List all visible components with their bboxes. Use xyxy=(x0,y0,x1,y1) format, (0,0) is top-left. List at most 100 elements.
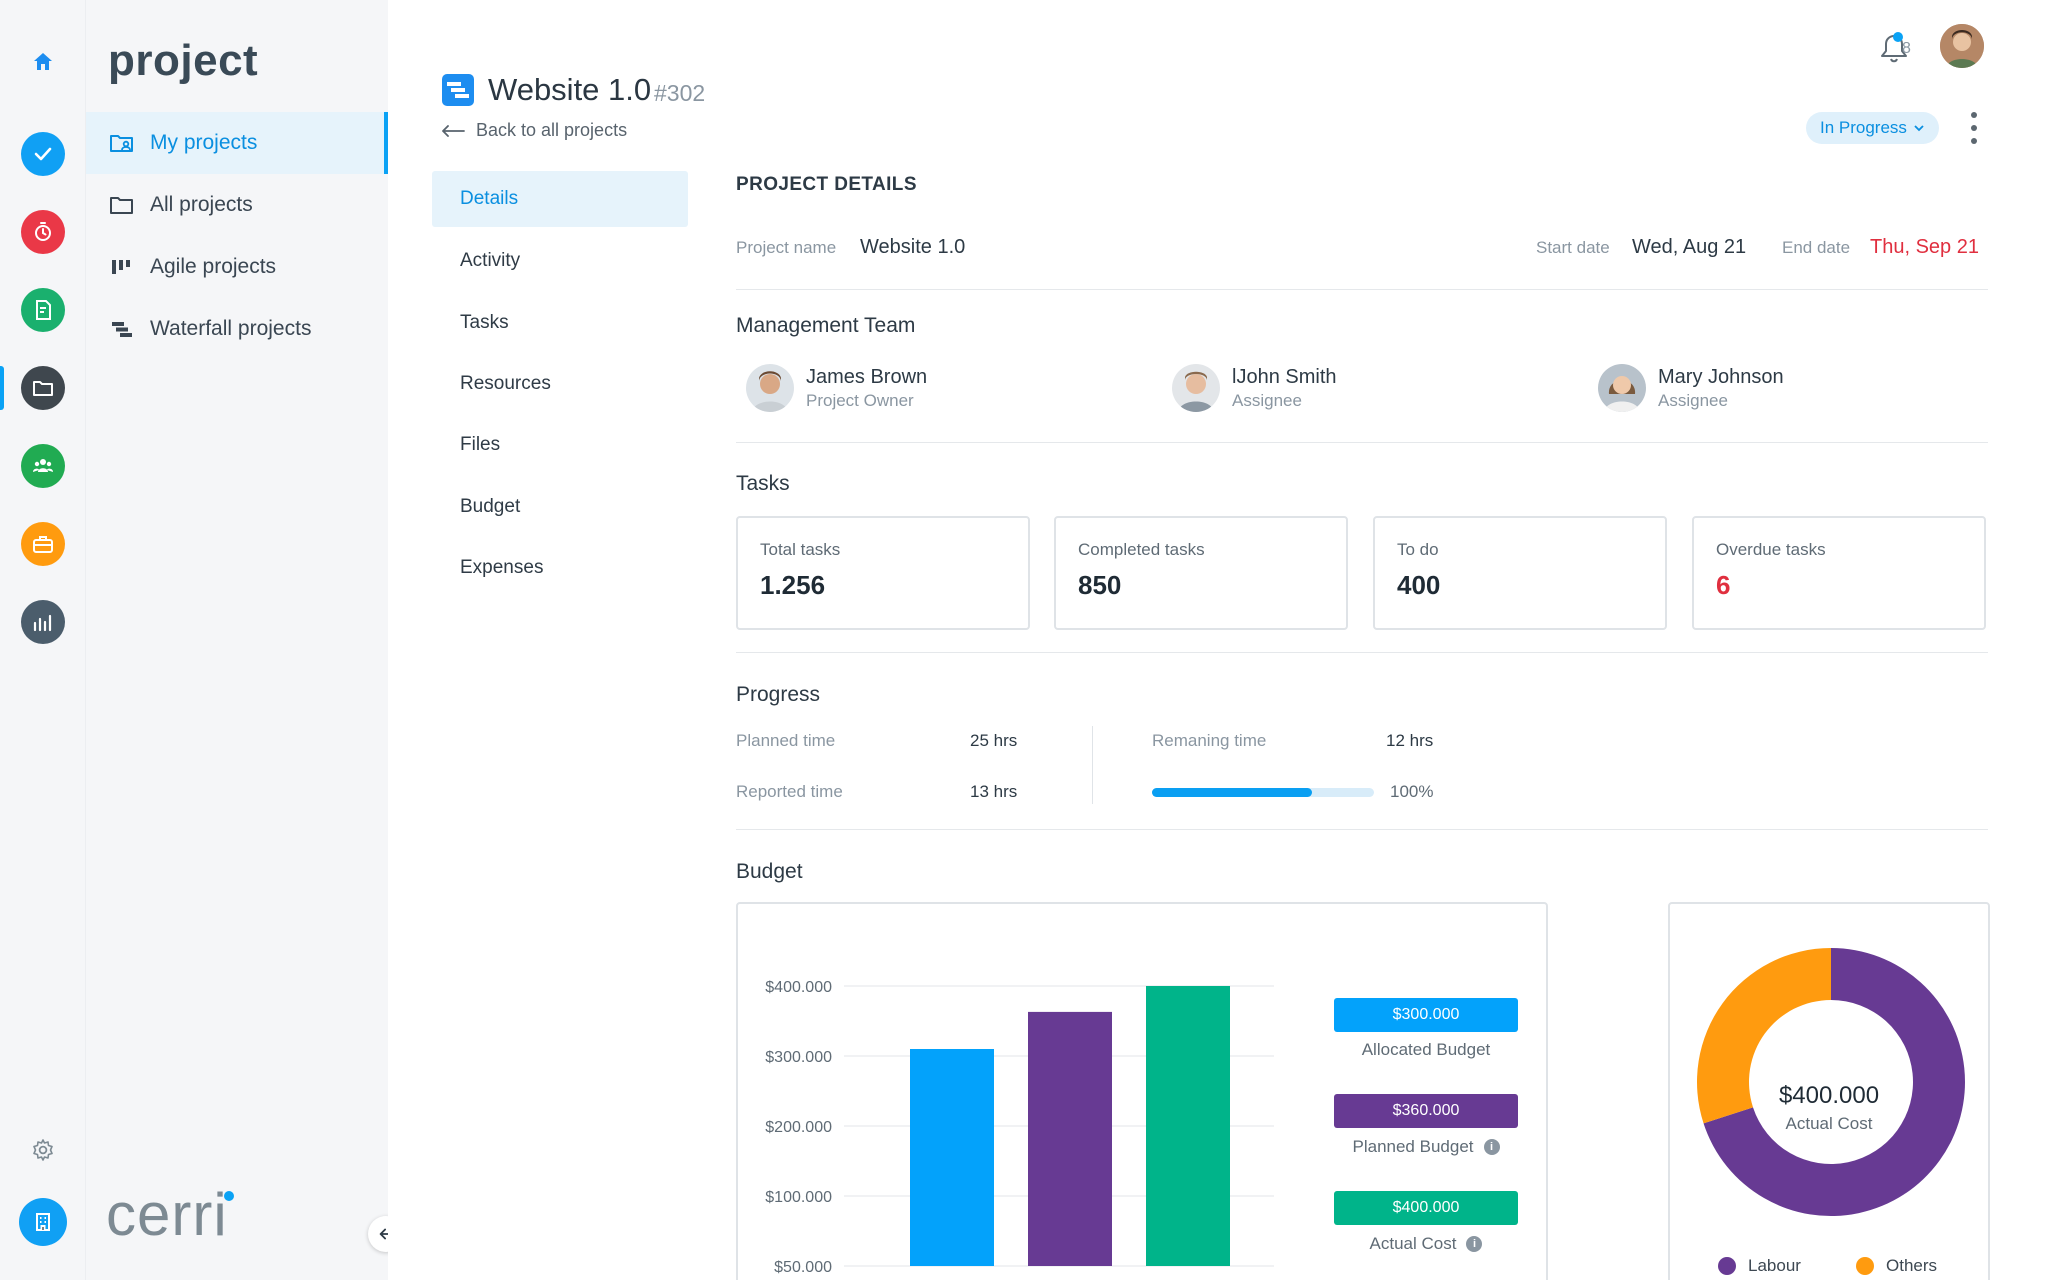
remaining-time-value: 12 hrs xyxy=(1386,731,1434,750)
task-card-value: 850 xyxy=(1078,570,1122,600)
planned-time-label: Planned time xyxy=(736,731,836,750)
analytics-icon[interactable] xyxy=(21,600,65,644)
settings-icon[interactable] xyxy=(21,1128,65,1172)
cost-donut-card: $400.000 Actual Cost xyxy=(1668,902,1990,1280)
end-date-value: Thu, Sep 21 xyxy=(1870,236,1979,258)
back-to-projects-link[interactable]: Back to all projects xyxy=(440,120,627,141)
start-date-label: Start date xyxy=(1536,238,1610,257)
task-card-label: To do xyxy=(1397,540,1439,559)
project-id: #302 xyxy=(654,80,706,106)
building-icon[interactable] xyxy=(19,1198,67,1246)
subnav-details[interactable]: Details xyxy=(432,171,688,227)
check-icon[interactable] xyxy=(21,132,65,176)
legend-value-planned: $360.000 xyxy=(1334,1094,1518,1128)
timer-icon[interactable] xyxy=(21,210,65,254)
donut-legend-labour: Labour xyxy=(1718,1256,1801,1276)
y-tick-label: $50.000 xyxy=(774,1259,832,1274)
budget-chart-card: $400.000 $300.000 $200.000 $100.000 $50.000 … xyxy=(736,902,1548,1280)
budget-bar-chart: $400.000 $300.000 $200.000 $100.000 $50.000 xyxy=(765,979,1274,1274)
user-avatar[interactable] xyxy=(1940,24,1984,68)
start-date-value: Wed, Aug 21 xyxy=(1632,236,1747,258)
legend-caption-planned: Planned Budget i xyxy=(1334,1137,1518,1157)
folder-icon[interactable] xyxy=(21,366,65,410)
subnav-resources[interactable]: Resources xyxy=(460,373,551,394)
end-date-label: End date xyxy=(1782,238,1851,257)
subnav-activity[interactable]: Activity xyxy=(460,250,521,271)
budget-title: Budget xyxy=(736,860,803,883)
folder-user-icon xyxy=(110,135,133,152)
folder-icon xyxy=(110,197,133,214)
sidebar-item-waterfall-projects[interactable]: Waterfall projects xyxy=(86,298,388,360)
donut-center-value: $400.000 xyxy=(1778,1082,1880,1109)
sidebar-item-all-projects[interactable]: All projects xyxy=(86,174,388,236)
sidebar: project My projects All projects Agile p… xyxy=(86,0,404,1280)
remaining-time-label: Remaning time xyxy=(1152,731,1267,750)
status-dropdown[interactable]: In Progress xyxy=(1806,112,1939,144)
info-icon[interactable]: i xyxy=(1483,1139,1500,1155)
section-title: PROJECT DETAILS xyxy=(736,174,917,195)
info-icon[interactable]: i xyxy=(1466,1236,1483,1252)
subnav-files[interactable]: Files xyxy=(460,434,501,455)
bar-actual-cost[interactable] xyxy=(1146,986,1230,1266)
donut-center-label: Actual Cost xyxy=(1785,1114,1873,1133)
avatar xyxy=(746,364,794,412)
task-card-value: 400 xyxy=(1397,570,1441,600)
brand-logo: cerri xyxy=(106,1181,228,1248)
avatar xyxy=(1172,364,1220,412)
briefcase-icon[interactable] xyxy=(21,522,65,566)
icon-rail xyxy=(0,0,86,1280)
document-icon[interactable] xyxy=(21,288,65,332)
y-tick-label: $300.000 xyxy=(765,1049,832,1066)
progress-bar xyxy=(1152,788,1374,797)
cost-donut-chart xyxy=(1697,948,1965,1216)
bar-planned-budget[interactable] xyxy=(1028,1011,1112,1266)
task-card-total: Total tasks 1.256 xyxy=(736,516,1030,630)
task-card-value: 6 xyxy=(1716,570,1731,600)
donut-legend-others: Others xyxy=(1856,1256,1937,1276)
task-card-overdue: Overdue tasks 6 xyxy=(1692,516,1986,630)
bar-allocated-budget[interactable] xyxy=(910,1049,994,1266)
team-member[interactable]: James Brown Project Owner xyxy=(746,362,927,414)
app-logo: project xyxy=(108,36,259,85)
project-name-value: Website 1.0 xyxy=(860,236,966,258)
progress-title: Progress xyxy=(736,683,821,706)
donut-slice-others[interactable] xyxy=(1697,948,1831,1124)
back-link-label: Back to all projects xyxy=(476,120,628,140)
subnav-tasks[interactable]: Tasks xyxy=(460,312,509,333)
project-title: Website 1.0 xyxy=(488,72,652,107)
sidebar-item-label: Agile projects xyxy=(150,255,277,278)
subnav-expenses[interactable]: Expenses xyxy=(460,557,544,578)
y-tick-label: $100.000 xyxy=(765,1189,832,1206)
kanban-icon xyxy=(112,260,130,274)
divider xyxy=(736,289,1988,290)
sidebar-item-agile-projects[interactable]: Agile projects xyxy=(86,236,388,298)
sidebar-item-label: All projects xyxy=(150,193,253,216)
sidebar-item-label: My projects xyxy=(150,131,258,154)
member-name: James Brown xyxy=(806,365,928,388)
home-icon[interactable] xyxy=(21,40,65,84)
brand-logo-dot xyxy=(224,1191,234,1201)
reported-time-value: 13 hrs xyxy=(970,782,1018,801)
progress-percent: 100% xyxy=(1390,782,1434,801)
notification-count: 8 xyxy=(1902,40,1911,57)
reported-time-label: Reported time xyxy=(736,782,843,801)
more-options-icon[interactable] xyxy=(1968,112,1980,144)
legend-value-actual: $400.000 xyxy=(1334,1191,1518,1225)
team-member[interactable]: lJohn Smith Assignee xyxy=(1172,362,1337,414)
task-card-label: Completed tasks xyxy=(1078,540,1205,559)
tasks-title: Tasks xyxy=(736,472,790,495)
sidebar-item-label: Waterfall projects xyxy=(150,317,312,340)
subnav-budget[interactable]: Budget xyxy=(460,496,521,517)
member-role: Project Owner xyxy=(806,390,914,410)
rail-active-indicator xyxy=(0,366,4,410)
sidebar-item-my-projects[interactable]: My projects xyxy=(86,112,388,174)
chevron-down-icon xyxy=(1914,125,1924,132)
team-member[interactable]: Mary Johnson Assignee xyxy=(1598,362,1784,414)
donut-slice-labour[interactable] xyxy=(1703,948,1965,1216)
team-icon[interactable] xyxy=(21,444,65,488)
progress-separator xyxy=(1092,726,1093,804)
member-role: Assignee xyxy=(1232,390,1302,410)
task-card-value: 1.256 xyxy=(760,570,826,600)
task-card-label: Total tasks xyxy=(760,540,841,559)
y-tick-label: $400.000 xyxy=(765,979,832,996)
